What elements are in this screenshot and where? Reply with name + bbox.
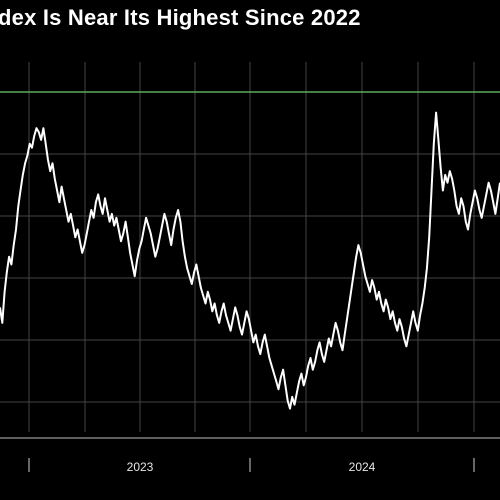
chart-title: dex Is Near Its Highest Since 2022 [0,2,500,34]
grid-lines [0,62,500,432]
x-tick-label-2023: 2023 [127,460,154,474]
x-tick-label-2024: 2024 [349,460,376,474]
x-axis: 2023 2024 [0,437,500,474]
chart-title-text: dex Is Near Its Highest Since 2022 [0,5,361,30]
series-line [0,111,500,410]
